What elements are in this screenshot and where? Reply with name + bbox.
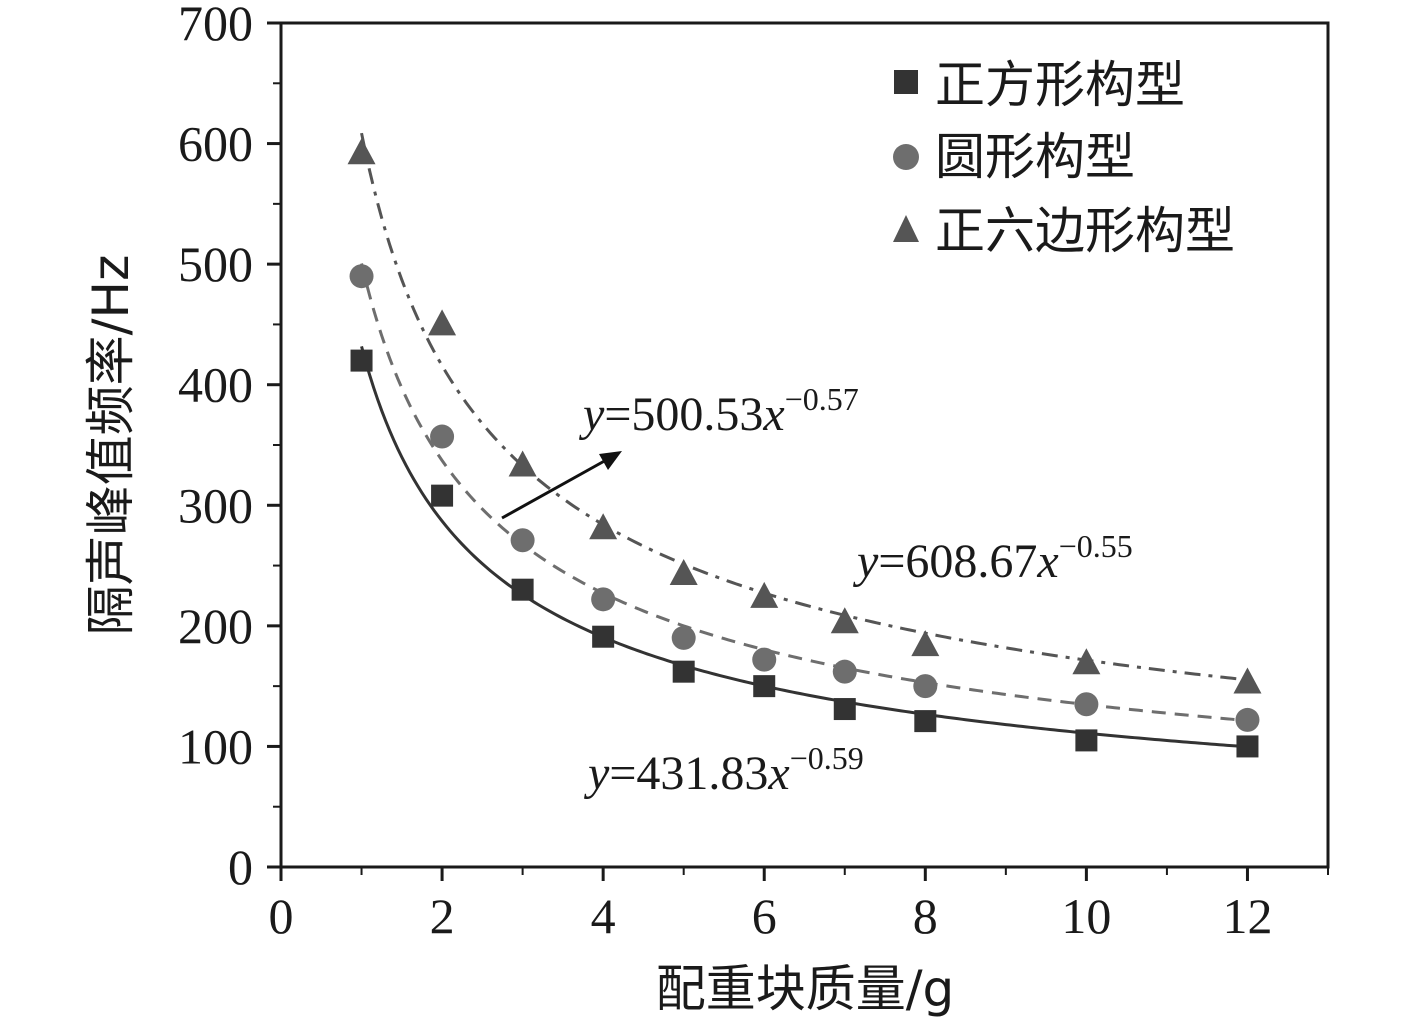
fit-curve: [360, 345, 1248, 749]
annotation-x: x: [1036, 535, 1058, 588]
data-point-square: [753, 675, 776, 698]
y-tick-label: 400: [178, 357, 253, 413]
data-point-square: [914, 710, 937, 733]
data-point-triangle: [1072, 648, 1101, 675]
data-point-circle: [510, 528, 535, 553]
x-tick-label: 4: [591, 888, 616, 944]
data-point-square: [1236, 735, 1259, 758]
y-tick-label: 0: [228, 839, 253, 895]
y-tick-labels: 0 100 200 300 400 500 600 700: [178, 0, 253, 895]
data-point-triangle: [750, 581, 779, 608]
y-tick-label: 100: [178, 718, 253, 774]
annotation-arrow-head: [599, 451, 622, 470]
fit-curve: [360, 132, 1248, 682]
annotation-x: x: [767, 747, 789, 800]
annotation-hexagon-fit: y=608.67x−0.55: [852, 528, 1133, 588]
annotation-exp: −0.59: [790, 740, 864, 776]
svg-text:y=608.67x−0.55: y=608.67x−0.55: [852, 528, 1133, 588]
annotation-coef: =431.83: [609, 747, 768, 800]
legend-label-square: 正方形构型: [935, 56, 1185, 114]
annotation-y: y: [852, 535, 879, 588]
x-tick-label: 8: [913, 888, 938, 944]
legend-label-triangle: 正六边形构型: [935, 202, 1235, 260]
x-tick-label: 6: [752, 888, 777, 944]
data-point-square: [672, 660, 695, 683]
annotation-y: y: [583, 747, 610, 800]
y-tick-label: 500: [178, 236, 253, 292]
data-point-triangle: [347, 138, 376, 165]
legend-marker-triangle: [893, 215, 919, 242]
annotation-coef: =608.67: [878, 535, 1037, 588]
data-point-circle: [591, 587, 616, 612]
data-point-triangle: [428, 309, 457, 336]
data-points: [347, 138, 1262, 758]
x-tick-label: 12: [1222, 888, 1272, 944]
data-point-circle: [752, 647, 777, 672]
x-tick-labels: 0 2 4 6 8 10 12: [269, 888, 1273, 944]
y-axis-title: 隔声峰值频率/Hz: [82, 255, 140, 636]
annotation-arrow-line: [501, 457, 609, 520]
data-point-square: [592, 625, 615, 648]
annotation-circle-fit: y=500.53x−0.57: [501, 381, 859, 520]
data-point-triangle: [830, 607, 859, 634]
fit-curves: [360, 132, 1248, 749]
data-point-triangle: [589, 513, 618, 540]
axis-ticks: [267, 21, 1329, 881]
data-point-circle: [913, 674, 938, 699]
y-tick-label: 200: [178, 598, 253, 654]
x-tick-label: 2: [430, 888, 455, 944]
data-point-circle: [832, 659, 857, 684]
data-point-circle: [430, 424, 455, 449]
annotation-x: x: [762, 388, 784, 441]
y-tick-label: 300: [178, 477, 253, 533]
y-tick-label: 600: [178, 116, 253, 172]
data-point-triangle: [669, 559, 698, 586]
legend-label-circle: 圆形构型: [935, 128, 1135, 186]
data-point-circle: [349, 264, 374, 289]
data-point-square: [511, 578, 534, 601]
x-tick-label: 0: [269, 888, 294, 944]
data-point-square: [1075, 729, 1098, 752]
svg-text:y=500.53x−0.57: y=500.53x−0.57: [578, 381, 859, 441]
data-point-square: [833, 698, 856, 721]
x-tick-label: 10: [1061, 888, 1111, 944]
data-point-square: [350, 349, 373, 372]
annotation-y: y: [578, 388, 605, 441]
data-point-square: [431, 484, 454, 507]
legend: 正方形构型 圆形构型 正六边形构型: [893, 56, 1235, 260]
annotation-square-fit: y=431.83x−0.59: [583, 740, 864, 800]
data-point-triangle: [911, 630, 940, 657]
x-axis-title: 配重块质量/g: [656, 960, 955, 1018]
annotation-exp: −0.55: [1059, 528, 1133, 564]
data-point-circle: [1235, 707, 1260, 732]
svg-text:y=431.83x−0.59: y=431.83x−0.59: [583, 740, 864, 800]
data-point-circle: [671, 625, 696, 650]
y-tick-label: 700: [178, 0, 253, 51]
legend-marker-circle: [893, 144, 919, 170]
legend-marker-square: [894, 70, 918, 94]
annotation-exp: −0.57: [785, 381, 859, 417]
data-point-circle: [1074, 692, 1099, 717]
data-point-triangle: [508, 450, 537, 477]
data-point-triangle: [1233, 667, 1262, 694]
annotation-coef: =500.53: [604, 388, 763, 441]
